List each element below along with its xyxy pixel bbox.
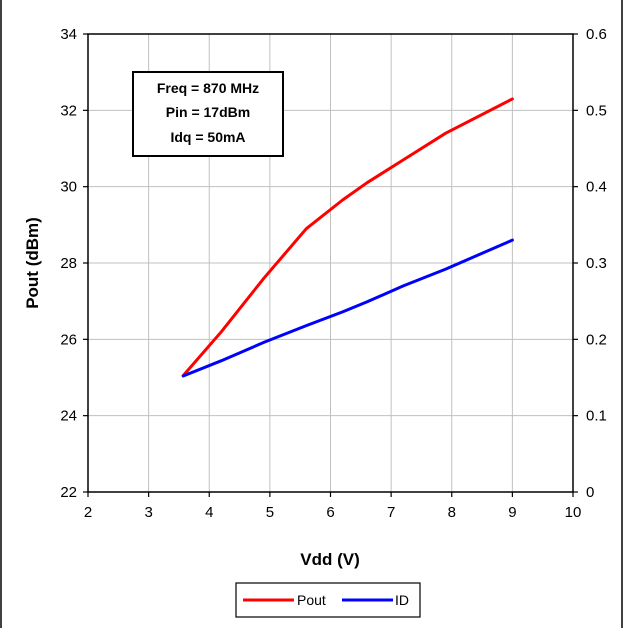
x-tick-label: 2 xyxy=(84,504,92,521)
series-line-id xyxy=(181,238,514,378)
y-tick-label: 34 xyxy=(60,26,77,43)
x-tick-label: 10 xyxy=(565,504,582,521)
x-tick-label: 5 xyxy=(266,504,274,521)
y2-tick-label: 0.5 xyxy=(586,102,607,119)
legend-label-pout: Pout xyxy=(297,592,326,608)
x-tick-label: 9 xyxy=(508,504,516,521)
series-layer xyxy=(181,97,514,378)
y-tick-label: 30 xyxy=(60,179,77,196)
annotation-line-3: Idq = 50mA xyxy=(170,129,245,145)
y-axis-title: Pout (dBm) xyxy=(23,217,42,309)
annotation-line-2: Pin = 17dBm xyxy=(166,104,250,120)
y2-tick-label: 0.3 xyxy=(586,255,607,272)
y2-tick-label: 0 xyxy=(586,484,594,501)
y-tick-label: 24 xyxy=(60,408,77,425)
y-tick-label: 26 xyxy=(60,331,77,348)
x-tick-label: 8 xyxy=(448,504,456,521)
annotation-line-1: Freq = 870 MHz xyxy=(157,80,259,96)
annotation-box: Freq = 870 MHz Pin = 17dBm Idq = 50mA xyxy=(132,71,284,157)
tick-layer: 2 3 4 5 6 7 8 9 102224262830323400.10.20.30.40.5… xyxy=(60,26,607,521)
y2-tick-label: 0.4 xyxy=(586,179,607,196)
x-tick-label: 3 xyxy=(144,504,152,521)
y2-tick-label: 0.2 xyxy=(586,331,607,348)
series-line-pout xyxy=(181,97,514,378)
y2-tick-label: 0.1 xyxy=(586,408,607,425)
y2-tick-label: 0.6 xyxy=(586,26,607,43)
x-tick-label: 7 xyxy=(387,504,395,521)
legend-label-id: ID xyxy=(395,592,409,608)
y-tick-label: 22 xyxy=(60,484,77,501)
annotation-border xyxy=(132,71,284,157)
x-tick-label: 4 xyxy=(205,504,213,521)
y-tick-label: 32 xyxy=(60,102,77,119)
x-tick-label: 6 xyxy=(326,504,334,521)
y-tick-label: 28 xyxy=(60,255,77,272)
legend: Pout ID xyxy=(235,582,421,618)
x-axis-title: Vdd (V) xyxy=(300,550,360,569)
